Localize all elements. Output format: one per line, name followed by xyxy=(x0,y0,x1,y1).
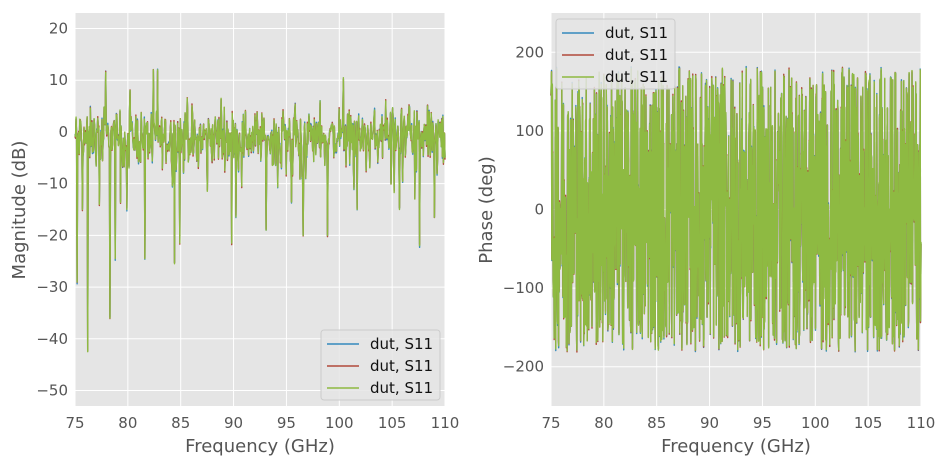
y-tick-label: −200 xyxy=(503,358,544,376)
phase-series-lines xyxy=(550,65,922,353)
magnitude-plot: 75 80 85 90 95 100 105 110 20100−10−20−30−40−50… xyxy=(9,13,459,457)
magnitude-y-tick-labels: 20 10 0 −10 −20 −30 −40 −50 xyxy=(36,20,68,400)
y-tick-label: 0 xyxy=(534,201,544,219)
y-tick-label: 0 xyxy=(58,123,68,141)
y-tick-label: −40 xyxy=(36,330,68,348)
phase-y-tick-labels: 200 100 0 −100 −200 xyxy=(503,43,544,375)
legend-entry-1: dut, S11 xyxy=(605,24,668,42)
x-tick-label: 85 xyxy=(647,414,666,432)
legend-entry-2: dut, S11 xyxy=(605,46,668,64)
y-tick-label: −20 xyxy=(36,226,68,244)
x-tick-label: 90 xyxy=(700,414,719,432)
y-tick-label: −10 xyxy=(36,175,68,193)
x-tick-label: 80 xyxy=(594,414,613,432)
x-tick-label: 105 xyxy=(378,414,407,432)
y-tick-label: −100 xyxy=(503,279,544,297)
x-tick-label: 100 xyxy=(325,414,354,432)
x-tick-label: 75 xyxy=(65,414,84,432)
phase-y-axis-label: Phase (deg) xyxy=(476,156,497,263)
magnitude-x-axis-label: Frequency (GHz) xyxy=(185,436,335,457)
x-tick-label: 95 xyxy=(277,414,296,432)
legend-entry-3: dut, S11 xyxy=(370,379,433,397)
y-tick-label: −50 xyxy=(36,381,68,399)
x-tick-label: 105 xyxy=(854,414,883,432)
series-line-3 xyxy=(550,67,922,352)
y-tick-label: 10 xyxy=(49,71,68,89)
series-line-3 xyxy=(74,69,446,353)
x-tick-label: 80 xyxy=(118,414,137,432)
legend-entry-1: dut, S11 xyxy=(370,335,433,353)
phase-legend: dut, S11 dut, S11 dut, S11 xyxy=(555,18,676,90)
legend-entry-2: dut, S11 xyxy=(370,357,433,375)
phase-legend-frame xyxy=(555,18,676,90)
y-tick-label: 100 xyxy=(515,122,544,140)
phase-x-axis-label: Frequency (GHz) xyxy=(661,436,811,457)
x-tick-label: 75 xyxy=(541,414,560,432)
magnitude-x-tick-labels: 75 80 85 90 95 100 105 110 xyxy=(65,414,459,432)
y-tick-label: 20 xyxy=(49,20,68,38)
phase-plot: 75 80 85 90 95 100 105 110 200 100 0 −100 −200 Freq… xyxy=(476,13,935,457)
magnitude-legend: dut, S11 dut, S11 dut, S11 xyxy=(320,329,441,401)
y-tick-label: 200 xyxy=(515,43,544,61)
x-tick-label: 85 xyxy=(171,414,190,432)
x-tick-label: 90 xyxy=(224,414,243,432)
magnitude-y-axis-label: Magnitude (dB) xyxy=(9,141,30,280)
y-tick-label: −30 xyxy=(36,278,68,296)
magnitude-series-lines xyxy=(74,68,446,353)
magnitude-legend-frame xyxy=(320,329,441,401)
x-tick-label: 100 xyxy=(801,414,830,432)
legend-entry-3: dut, S11 xyxy=(605,68,668,86)
x-tick-label: 110 xyxy=(431,414,460,432)
phase-x-tick-labels: 75 80 85 90 95 100 105 110 xyxy=(541,414,935,432)
x-tick-label: 95 xyxy=(753,414,772,432)
x-tick-label: 110 xyxy=(907,414,936,432)
